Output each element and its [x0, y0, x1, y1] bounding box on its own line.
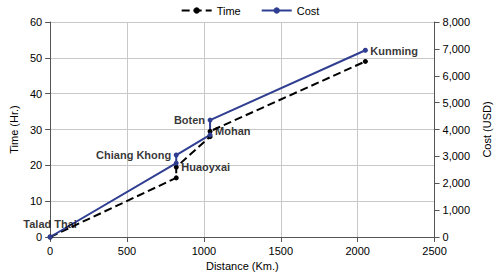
- svg-text:20: 20: [30, 159, 42, 171]
- svg-text:Boten: Boten: [174, 114, 205, 126]
- svg-text:7,000: 7,000: [443, 43, 471, 55]
- svg-text:60: 60: [30, 16, 42, 28]
- svg-text:30: 30: [30, 124, 42, 136]
- svg-text:Time: Time: [217, 5, 241, 17]
- svg-text:Distance (Km.): Distance (Km.): [206, 260, 279, 272]
- svg-text:0: 0: [36, 231, 42, 243]
- svg-text:500: 500: [118, 245, 136, 257]
- svg-text:Huaoyxai: Huaoyxai: [181, 161, 230, 173]
- svg-text:Cost (USD): Cost (USD): [481, 101, 493, 157]
- svg-text:10: 10: [30, 195, 42, 207]
- svg-text:1000: 1000: [192, 245, 216, 257]
- svg-text:0: 0: [443, 231, 449, 243]
- svg-text:1500: 1500: [269, 245, 293, 257]
- svg-text:8,000: 8,000: [443, 16, 471, 28]
- svg-text:Cost: Cost: [297, 5, 320, 17]
- svg-text:Mohan: Mohan: [215, 125, 251, 137]
- svg-text:40: 40: [30, 88, 42, 100]
- svg-text:Talad Thai: Talad Thai: [23, 218, 77, 230]
- svg-text:50: 50: [30, 52, 42, 64]
- svg-text:Chiang Khong: Chiang Khong: [96, 149, 171, 161]
- svg-text:4,000: 4,000: [443, 124, 471, 136]
- svg-text:0: 0: [47, 245, 53, 257]
- svg-text:2,000: 2,000: [443, 177, 471, 189]
- svg-text:6,000: 6,000: [443, 70, 471, 82]
- svg-text:Kunming: Kunming: [370, 45, 418, 57]
- svg-text:Time (Hr.): Time (Hr.): [8, 105, 20, 153]
- svg-text:5,000: 5,000: [443, 97, 471, 109]
- svg-text:3,000: 3,000: [443, 150, 471, 162]
- svg-text:1,000: 1,000: [443, 204, 471, 216]
- svg-text:2500: 2500: [422, 245, 446, 257]
- svg-text:2000: 2000: [345, 245, 369, 257]
